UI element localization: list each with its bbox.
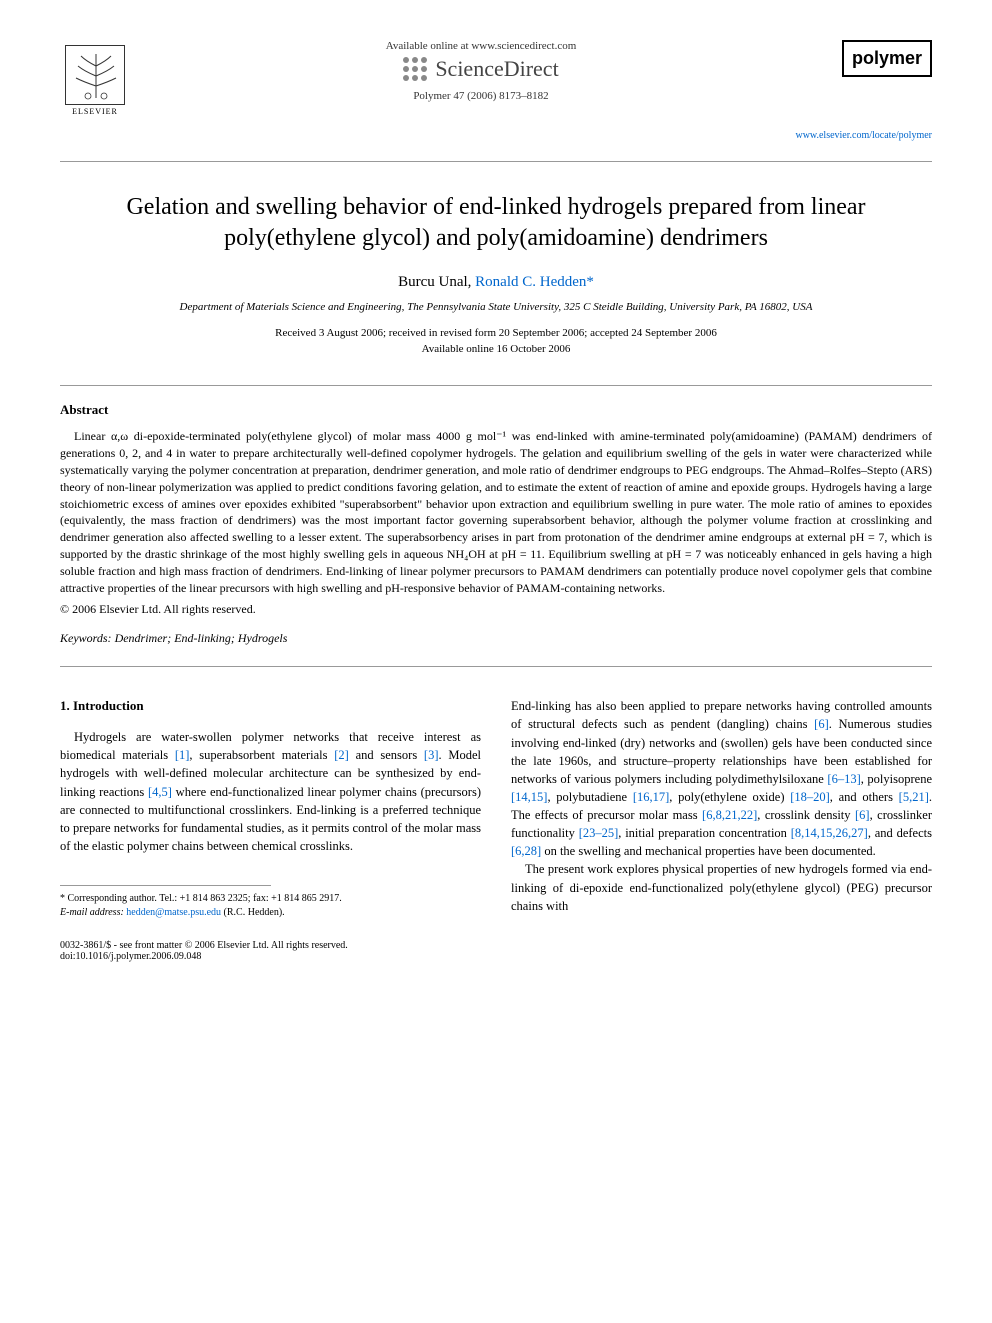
email-line: E-mail address: hedden@matse.psu.edu (R.… xyxy=(60,906,481,920)
sd-dots-icon xyxy=(403,57,427,81)
ref-6[interactable]: [6] xyxy=(814,717,829,731)
author-2[interactable]: Ronald C. Hedden xyxy=(475,274,586,290)
keywords-text: Dendrimer; End-linking; Hydrogels xyxy=(112,631,288,645)
ref-4-5[interactable]: [4,5] xyxy=(148,785,172,799)
ref-6-28[interactable]: [6,28] xyxy=(511,844,541,858)
intro-heading: 1. Introduction xyxy=(60,697,481,716)
abstract-section: Abstract Linear α,ω di-epoxide-terminate… xyxy=(60,385,932,646)
ref-5-21[interactable]: [5,21] xyxy=(899,790,929,804)
dates-online: Available online 16 October 2006 xyxy=(60,343,932,355)
ref-6-13[interactable]: [6–13] xyxy=(827,772,860,786)
issn-line: 0032-3861/$ - see front matter © 2006 El… xyxy=(60,940,932,951)
left-column: 1. Introduction Hydrogels are water-swol… xyxy=(60,697,481,920)
center-header: Available online at www.sciencedirect.co… xyxy=(130,40,832,102)
doi-line: doi:10.1016/j.polymer.2006.09.048 xyxy=(60,951,932,962)
authors: Burcu Unal, Ronald C. Hedden* xyxy=(60,274,932,291)
ref-14-15[interactable]: [14,15] xyxy=(511,790,547,804)
footnote-divider xyxy=(60,885,271,886)
intro-para-1: Hydrogels are water-swollen polymer netw… xyxy=(60,728,481,855)
elsevier-tree-icon xyxy=(65,45,125,105)
abstract-text: Linear α,ω di-epoxide-terminated poly(et… xyxy=(60,428,932,596)
copyright: © 2006 Elsevier Ltd. All rights reserved… xyxy=(60,602,932,617)
intro-para-3: The present work explores physical prope… xyxy=(511,860,932,914)
ref-3[interactable]: [3] xyxy=(424,748,439,762)
author-1: Burcu Unal xyxy=(398,274,468,290)
elsevier-label: ELSEVIER xyxy=(72,107,118,116)
corresponding-author: * Corresponding author. Tel.: +1 814 863… xyxy=(60,892,481,906)
ref-1[interactable]: [1] xyxy=(175,748,190,762)
abstract-heading: Abstract xyxy=(60,402,932,418)
journal-reference: Polymer 47 (2006) 8173–8182 xyxy=(130,90,832,102)
right-column: End-linking has also been applied to pre… xyxy=(511,697,932,920)
header-divider xyxy=(60,161,932,162)
email-suffix: (R.C. Hedden). xyxy=(221,907,285,918)
polymer-box: polymer xyxy=(842,40,932,77)
email-address[interactable]: hedden@matse.psu.edu xyxy=(124,907,221,918)
email-label: E-mail address: xyxy=(60,907,124,918)
body-columns: 1. Introduction Hydrogels are water-swol… xyxy=(60,697,932,920)
keywords-label: Keywords: xyxy=(60,631,112,645)
intro-para-2: End-linking has also been applied to pre… xyxy=(511,697,932,860)
available-online-text: Available online at www.sciencedirect.co… xyxy=(130,40,832,52)
header-row: ELSEVIER Available online at www.science… xyxy=(60,40,932,120)
footer-info: 0032-3861/$ - see front matter © 2006 El… xyxy=(60,940,932,962)
ref-6b[interactable]: [6] xyxy=(855,808,870,822)
ref-18-20[interactable]: [18–20] xyxy=(790,790,830,804)
article-title: Gelation and swelling behavior of end-li… xyxy=(100,192,892,254)
affiliation: Department of Materials Science and Engi… xyxy=(60,301,932,313)
ref-8-14-15-26-27[interactable]: [8,14,15,26,27] xyxy=(791,826,868,840)
keywords: Keywords: Dendrimer; End-linking; Hydrog… xyxy=(60,631,932,646)
ref-6-8-21-22[interactable]: [6,8,21,22] xyxy=(702,808,757,822)
polymer-logo: polymer xyxy=(832,40,932,77)
footnote: * Corresponding author. Tel.: +1 814 863… xyxy=(60,892,481,920)
sciencedirect-logo: ScienceDirect xyxy=(130,56,832,82)
dates-received: Received 3 August 2006; received in revi… xyxy=(60,327,932,339)
ref-2[interactable]: [2] xyxy=(334,748,349,762)
elsevier-logo: ELSEVIER xyxy=(60,40,130,120)
sciencedirect-text: ScienceDirect xyxy=(435,56,558,82)
section-divider xyxy=(60,666,932,667)
corresponding-star: * xyxy=(586,274,594,290)
journal-link[interactable]: www.elsevier.com/locate/polymer xyxy=(60,130,932,141)
ref-23-25[interactable]: [23–25] xyxy=(579,826,619,840)
ref-16-17[interactable]: [16,17] xyxy=(633,790,669,804)
